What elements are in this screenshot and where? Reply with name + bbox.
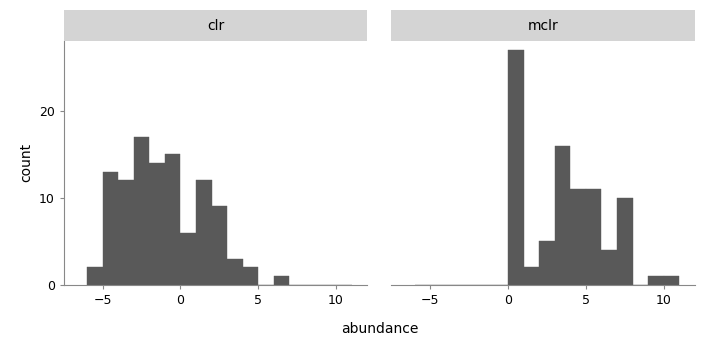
Bar xyxy=(274,276,289,285)
Bar xyxy=(586,189,601,285)
Bar xyxy=(196,180,211,285)
Bar xyxy=(524,267,540,285)
Bar xyxy=(540,241,555,285)
Bar xyxy=(134,137,150,285)
Bar xyxy=(601,250,617,285)
Text: mclr: mclr xyxy=(527,19,559,33)
Bar xyxy=(555,145,570,285)
Bar xyxy=(181,233,196,285)
Bar xyxy=(118,180,134,285)
Bar xyxy=(664,276,679,285)
Bar xyxy=(508,50,524,285)
Bar xyxy=(242,267,258,285)
Bar xyxy=(211,206,227,285)
Bar xyxy=(165,154,181,285)
Bar xyxy=(227,259,242,285)
Bar xyxy=(87,267,103,285)
Bar xyxy=(103,172,118,285)
Text: clr: clr xyxy=(207,19,224,33)
Bar xyxy=(617,198,632,285)
Bar xyxy=(150,163,165,285)
Text: abundance: abundance xyxy=(340,322,418,336)
Y-axis label: count: count xyxy=(19,143,33,182)
Bar xyxy=(570,189,586,285)
Bar xyxy=(648,276,664,285)
